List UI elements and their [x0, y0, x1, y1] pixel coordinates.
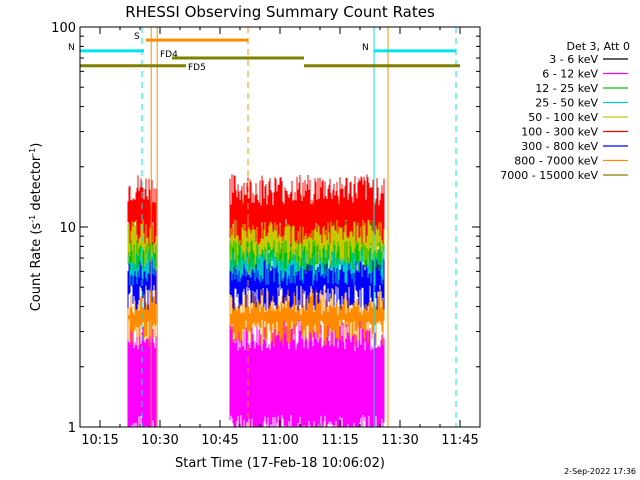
legend-item: 300 - 800 keV [521, 140, 628, 153]
flag-bar: N [362, 43, 456, 53]
x-axis-label: Start Time (17-Feb-18 10:06:02) [175, 456, 385, 471]
footer-date: 2-Sep-2022 17:36 [564, 467, 636, 476]
legend-label: 12 - 25 keV [535, 82, 598, 95]
x-tick-label: 11:15 [321, 433, 358, 448]
flag-label: S [134, 32, 140, 42]
legend-item: 800 - 7000 keV [514, 155, 628, 168]
plot-area: S N N FD4 FD5 [68, 27, 460, 427]
flag-label: FD4 [160, 50, 178, 60]
legend-label: 25 - 50 keV [535, 97, 598, 110]
flag-label: N [68, 43, 75, 53]
legend-label: 300 - 800 keV [521, 140, 598, 153]
legend-item: 50 - 100 keV [528, 111, 628, 124]
y-axis: 1 10 100 [51, 21, 480, 436]
y-tick-label: 10 [59, 221, 76, 236]
series-band [127, 174, 385, 246]
x-tick-label: 11:45 [441, 433, 478, 448]
flag-bar: S [134, 32, 248, 42]
y-axis-label: Count Rate (s-1 detector-1) [28, 143, 44, 312]
flag-bar: FD4 [160, 50, 304, 60]
series-band [127, 319, 385, 427]
x-tick-label: 10:45 [201, 433, 238, 448]
x-tick-label: 10:30 [141, 433, 178, 448]
legend-label: 3 - 6 keV [549, 53, 598, 66]
flag-label: FD5 [188, 63, 206, 73]
legend-item: 100 - 300 keV [521, 126, 628, 139]
legend-label: 7000 - 15000 keV [500, 169, 598, 182]
legend-item: 7000 - 15000 keV [500, 169, 628, 182]
flag-label: N [362, 43, 369, 53]
legend-label: 100 - 300 keV [521, 126, 598, 139]
legend-header: Det 3, Att 0 [567, 40, 631, 53]
y-tick-label: 100 [51, 21, 76, 36]
x-tick-label: 11:00 [261, 433, 298, 448]
y-tick-label: 1 [68, 421, 76, 436]
legend-item: 25 - 50 keV [535, 97, 628, 110]
legend-label: 6 - 12 keV [542, 68, 598, 81]
x-axis: 10:15 10:30 10:45 11:00 11:15 11:30 11:45 [79, 27, 481, 448]
chart-title: RHESSI Observing Summary Count Rates [125, 3, 435, 21]
x-tick-label: 10:15 [81, 433, 118, 448]
flag-bar: FD5 [80, 63, 460, 73]
legend-label: 50 - 100 keV [528, 111, 598, 124]
x-tick-label: 11:30 [381, 433, 418, 448]
flag-bar: N [68, 43, 144, 53]
legend-item: 3 - 6 keV [549, 53, 628, 66]
legend-label: 800 - 7000 keV [514, 155, 598, 168]
legend-item: 12 - 25 keV [535, 82, 628, 95]
legend-item: 6 - 12 keV [542, 68, 628, 81]
